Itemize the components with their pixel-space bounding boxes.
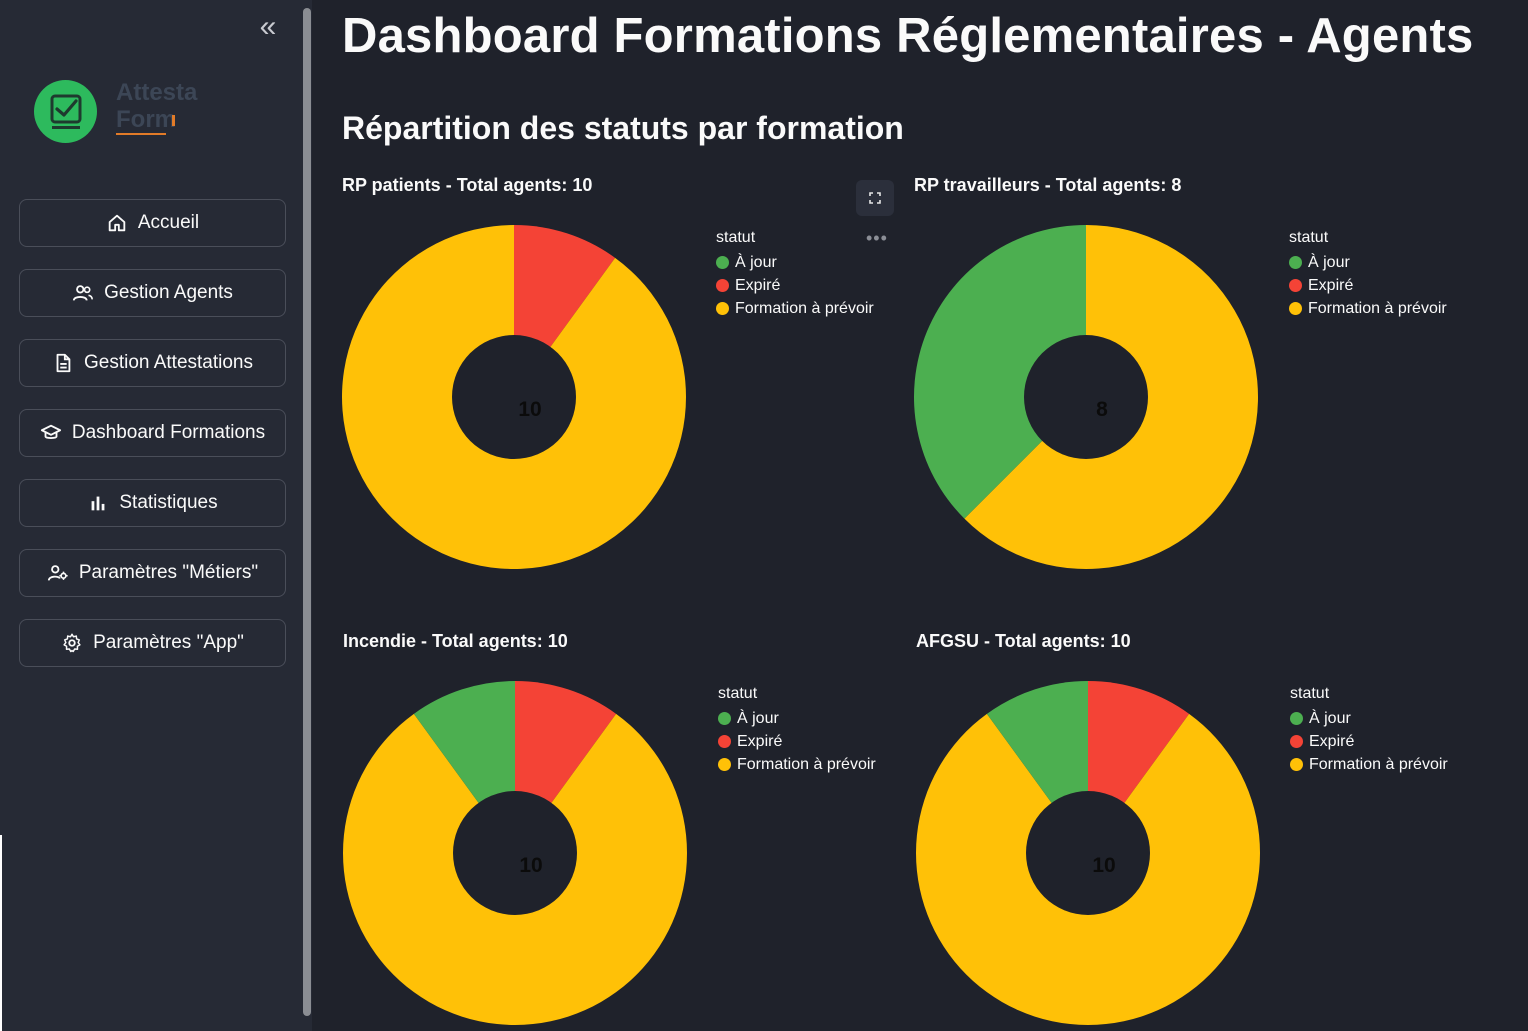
- nav-accueil-button[interactable]: Accueil: [19, 199, 286, 247]
- legend-item[interactable]: À jour: [716, 251, 874, 274]
- legend-label: Expiré: [735, 276, 781, 294]
- legend-item[interactable]: À jour: [1290, 707, 1448, 730]
- chart-legend: statut À jour Expiré Formation à prévoir: [718, 685, 876, 776]
- legend-marker: [1289, 302, 1302, 315]
- legend-label: Expiré: [1309, 732, 1355, 750]
- center-total-label: 10: [519, 854, 542, 877]
- logo-line2: Form: [116, 106, 176, 133]
- legend-label: Formation à prévoir: [1308, 299, 1447, 317]
- home-icon: [108, 214, 126, 232]
- logo-underline: [116, 133, 166, 135]
- legend-title: statut: [718, 685, 758, 702]
- legend-label: Expiré: [737, 732, 783, 750]
- legend-label: À jour: [735, 253, 777, 271]
- nav-label: Paramètres "App": [93, 632, 244, 653]
- nav-label: Statistiques: [119, 492, 218, 513]
- nav-label: Gestion Agents: [104, 282, 233, 303]
- legend-item[interactable]: À jour: [718, 707, 876, 730]
- sidebar: « Attesta Form Accueil Gestion Agents Ge…: [0, 0, 304, 1031]
- nav-gestion-agents-button[interactable]: Gestion Agents: [19, 269, 286, 317]
- chart-title: RP travailleurs - Total agents: 8: [914, 175, 1182, 195]
- legend-marker: [718, 735, 731, 748]
- legend-label: Expiré: [1308, 276, 1354, 294]
- nav-label: Dashboard Formations: [71, 422, 266, 443]
- sidebar-scrollbar[interactable]: [303, 8, 311, 1016]
- legend-label: À jour: [1308, 253, 1350, 271]
- nav-dashboard-formations-button[interactable]: Dashboard Formations: [19, 409, 286, 457]
- graduation-cap-icon: [40, 424, 61, 439]
- legend-marker: [1290, 712, 1303, 725]
- legend-marker: [716, 279, 729, 292]
- legend-marker: [1290, 758, 1303, 771]
- legend-item[interactable]: Formation à prévoir: [1289, 297, 1447, 320]
- legend-item[interactable]: Formation à prévoir: [718, 753, 876, 776]
- legend-item[interactable]: Expiré: [1289, 274, 1447, 297]
- chart-legend: statut À jour Expiré Formation à prévoir: [1290, 685, 1448, 776]
- legend-item[interactable]: Expiré: [718, 730, 876, 753]
- legend-item[interactable]: Formation à prévoir: [1290, 753, 1448, 776]
- donut-chart[interactable]: 10: [341, 224, 687, 570]
- chart-legend: statut À jour Expiré Formation à prévoir: [716, 229, 874, 320]
- users-icon: [72, 285, 94, 301]
- legend-marker: [718, 758, 731, 771]
- fullscreen-button[interactable]: [856, 180, 894, 216]
- nav-statistiques-button[interactable]: Statistiques: [19, 479, 286, 527]
- gear-icon: [63, 633, 81, 653]
- donut-hole: [1024, 335, 1148, 459]
- chart-title: RP patients - Total agents: 10: [342, 175, 593, 195]
- legend-marker: [1289, 256, 1302, 269]
- legend-marker: [716, 256, 729, 269]
- document-icon: [56, 353, 71, 373]
- more-options-button[interactable]: •••: [866, 228, 888, 248]
- slice-a-jour[interactable]: [914, 225, 1086, 519]
- center-total-label: 10: [518, 398, 541, 421]
- legend-title: statut: [1290, 685, 1330, 702]
- logo-icon: [34, 80, 97, 143]
- donut-chart[interactable]: 8: [913, 224, 1259, 570]
- legend-label: Formation à prévoir: [735, 299, 874, 317]
- fullscreen-icon: [869, 192, 881, 204]
- donut-hole: [453, 791, 577, 915]
- legend-label: À jour: [737, 709, 779, 727]
- legend-item[interactable]: Expiré: [1290, 730, 1448, 753]
- legend-marker: [1290, 735, 1303, 748]
- legend-label: Formation à prévoir: [1309, 755, 1448, 773]
- app-logo-text: Attesta Form: [116, 79, 197, 133]
- logo-accent: [172, 115, 175, 126]
- user-settings-icon: [47, 565, 68, 581]
- window-edge: [0, 835, 2, 1031]
- donut-hole: [452, 335, 576, 459]
- page-title: Dashboard Formations Réglementaires - Ag…: [342, 9, 1474, 63]
- chart-title: Incendie - Total agents: 10: [343, 631, 568, 651]
- legend-title: statut: [1289, 229, 1329, 246]
- center-total-label: 8: [1096, 398, 1108, 421]
- donut-hole: [1026, 791, 1150, 915]
- donut-chart[interactable]: 10: [342, 680, 688, 1026]
- legend-item[interactable]: Expiré: [716, 274, 874, 297]
- logo-line1: Attesta: [116, 79, 198, 106]
- legend-marker: [718, 712, 731, 725]
- legend-label: À jour: [1309, 709, 1351, 727]
- center-total-label: 10: [1092, 854, 1115, 877]
- chart-title: AFGSU - Total agents: 10: [916, 631, 1131, 651]
- legend-item[interactable]: À jour: [1289, 251, 1447, 274]
- nav-label: Paramètres "Métiers": [78, 562, 259, 583]
- donut-chart[interactable]: 10: [915, 680, 1261, 1026]
- legend-marker: [1289, 279, 1302, 292]
- chart-legend: statut À jour Expiré Formation à prévoir: [1289, 229, 1447, 320]
- nav-label: Gestion Attestations: [84, 352, 253, 373]
- nav-parametres-app-button[interactable]: Paramètres "App": [19, 619, 286, 667]
- nav-parametres-metiers-button[interactable]: Paramètres "Métiers": [19, 549, 286, 597]
- legend-title: statut: [716, 229, 756, 246]
- legend-label: Formation à prévoir: [737, 755, 876, 773]
- nav-gestion-attestations-button[interactable]: Gestion Attestations: [19, 339, 286, 387]
- collapse-sidebar-button[interactable]: «: [259, 10, 277, 43]
- section-title: Répartition des statuts par formation: [342, 110, 904, 146]
- bar-chart-icon: [91, 496, 105, 511]
- legend-marker: [716, 302, 729, 315]
- legend-item[interactable]: Formation à prévoir: [716, 297, 874, 320]
- nav-label: Accueil: [137, 212, 200, 233]
